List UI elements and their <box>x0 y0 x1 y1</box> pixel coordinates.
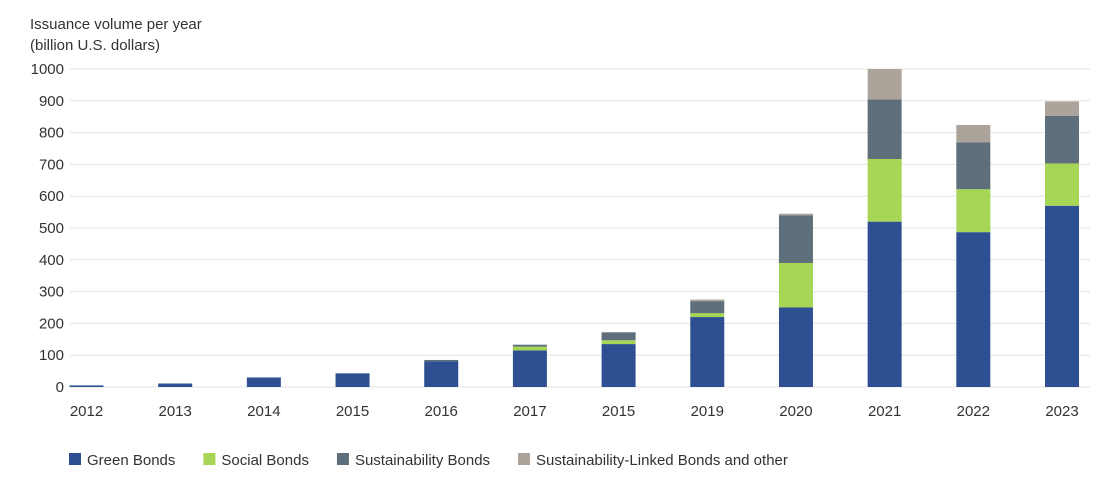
bar-segment-sustainability-bonds-2020[interactable] <box>778 215 813 263</box>
x-tick-label: 2022 <box>957 403 990 420</box>
y-tick-label: 200 <box>39 315 64 332</box>
bar-segment-green-bonds-2016[interactable] <box>424 361 459 387</box>
bar-segment-sustainability-bonds-2015[interactable] <box>601 332 636 341</box>
y-tick-label: 700 <box>39 156 64 173</box>
bar-segment-sustainability-bonds-2019[interactable] <box>690 301 725 314</box>
y-tick-label: 400 <box>39 252 64 269</box>
bar-segment-green-bonds-2017[interactable] <box>512 350 547 387</box>
y-tick-label: 100 <box>39 347 64 364</box>
bar-segment-green-bonds-2015[interactable] <box>335 373 370 387</box>
y-tick-label: 300 <box>39 284 64 301</box>
x-tick-label: 2015 <box>336 403 369 420</box>
legend-swatch-sustainability-bonds <box>336 453 349 465</box>
legend-label-social-bonds: Social Bonds <box>221 452 309 469</box>
bar-segment-social-bonds-2020[interactable] <box>778 262 813 308</box>
bar-segment-sustainability-linked-bonds-and-other-2022[interactable] <box>956 124 991 143</box>
y-tick-label: 1000 <box>31 61 64 78</box>
bar-segment-green-bonds-2019[interactable] <box>690 317 725 387</box>
bar-segment-sustainability-bonds-2016[interactable] <box>424 359 459 362</box>
bar-segment-green-bonds-2015[interactable] <box>601 344 636 387</box>
x-axis-ticks: 2012 2013 2014 2015 2016 2017 2015 2019 2020 2021… <box>70 403 1079 420</box>
bar-segment-sustainability-bonds-2017[interactable] <box>512 344 547 347</box>
x-tick-label: 2023 <box>1045 403 1078 420</box>
bar-segment-green-bonds-2014[interactable] <box>246 377 281 387</box>
x-tick-label: 2015 <box>602 403 635 420</box>
y-tick-label: 600 <box>39 188 64 205</box>
x-tick-label: 2014 <box>247 403 280 420</box>
bar-segment-green-bonds-2023[interactable] <box>1045 205 1079 387</box>
bar-segment-sustainability-linked-bonds-and-other-2020[interactable] <box>778 213 813 216</box>
gridlines <box>70 68 1090 388</box>
y-tick-label: 800 <box>39 125 64 142</box>
bar-segment-sustainability-bonds-2023[interactable] <box>1045 115 1079 164</box>
bar-segment-green-bonds-2022[interactable] <box>956 232 991 387</box>
legend: Green Bonds Social Bonds Sustainability Bo… <box>69 452 788 469</box>
bar-segment-sustainability-linked-bonds-and-other-2019[interactable] <box>690 299 725 302</box>
bar-segment-social-bonds-2015[interactable] <box>601 340 636 345</box>
x-tick-label: 2016 <box>425 403 458 420</box>
x-tick-label: 2020 <box>779 403 812 420</box>
x-tick-label: 2012 <box>70 403 103 420</box>
legend-swatch-social-bonds <box>203 453 216 465</box>
bar-segment-green-bonds-2020[interactable] <box>778 307 813 388</box>
legend-label-green-bonds: Green Bonds <box>87 452 175 469</box>
bars <box>69 69 1079 388</box>
x-tick-label: 2013 <box>158 403 191 420</box>
y-axis-title-line1: Issuance volume per year <box>30 16 202 33</box>
bar-segment-social-bonds-2017[interactable] <box>512 346 547 351</box>
y-axis-ticks: 0 100 200 300 400 500 600 700 800 900 1000 <box>31 61 64 396</box>
bar-segment-social-bonds-2023[interactable] <box>1045 163 1079 206</box>
bar-segment-social-bonds-2022[interactable] <box>956 189 991 233</box>
x-tick-label: 2017 <box>513 403 546 420</box>
bar-segment-sustainability-bonds-2021[interactable] <box>867 99 902 159</box>
legend-label-sustainability-bonds: Sustainability Bonds <box>355 452 490 469</box>
bar-segment-green-bonds-2013[interactable] <box>158 383 193 387</box>
x-tick-label: 2021 <box>868 403 901 420</box>
y-axis-title-line2: (billion U.S. dollars) <box>30 37 160 54</box>
bar-segment-green-bonds-2012[interactable] <box>69 385 104 387</box>
legend-label-sustainability-linked-bonds-and-other: Sustainability-Linked Bonds and other <box>536 452 788 469</box>
bar-segment-green-bonds-2021[interactable] <box>867 221 902 387</box>
y-tick-label: 0 <box>56 379 64 396</box>
bar-segment-social-bonds-2019[interactable] <box>690 313 725 318</box>
bar-segment-sustainability-bonds-2022[interactable] <box>956 142 991 190</box>
y-tick-label: 900 <box>39 93 64 110</box>
bar-segment-social-bonds-2021[interactable] <box>867 158 902 222</box>
legend-swatch-green-bonds <box>69 453 81 465</box>
bar-segment-sustainability-linked-bonds-and-other-2021[interactable] <box>867 69 902 100</box>
legend-swatch-sustainability-linked-bonds-and-other <box>518 453 531 465</box>
y-tick-label: 500 <box>39 220 64 237</box>
bar-segment-sustainability-linked-bonds-and-other-2023[interactable] <box>1045 101 1079 116</box>
x-tick-label: 2019 <box>691 403 724 420</box>
